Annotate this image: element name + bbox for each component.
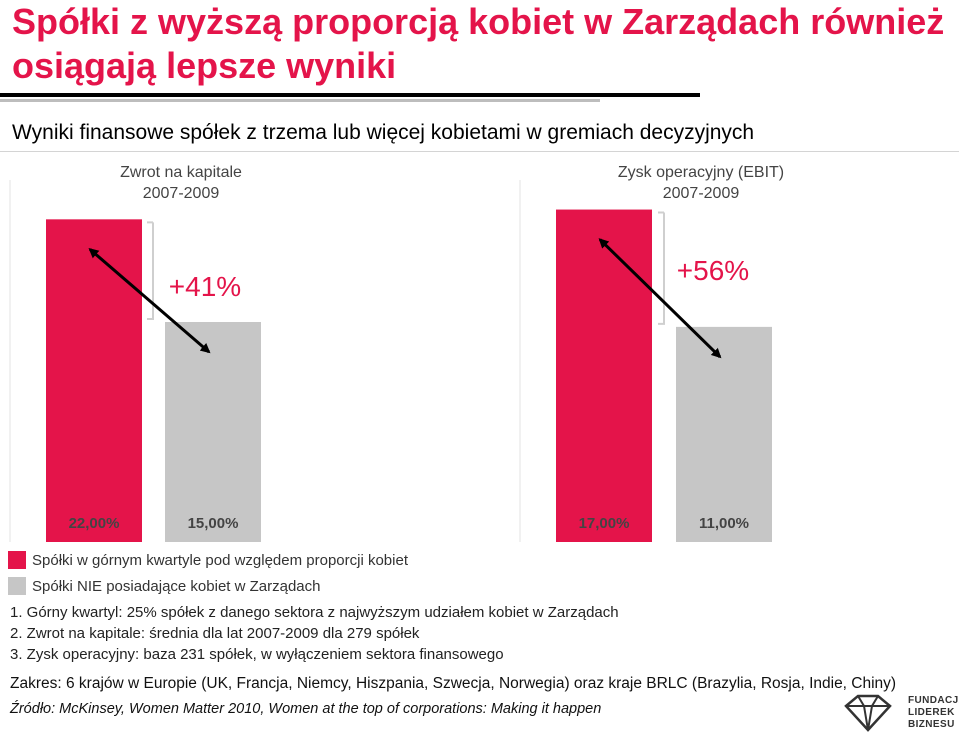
chart-roe-delta-label: +41% [169, 271, 241, 302]
logo-text-line2: LIDEREK [908, 707, 955, 718]
legend-label-no-women: Spółki NIE posiadające kobiet w Zarządac… [32, 577, 321, 595]
page-subtitle: Wyniki finansowe spółek z trzema lub wię… [12, 121, 755, 144]
chart-ebit-bar-top-quartile [556, 209, 652, 543]
chart-roe-bar-top-quartile [46, 219, 142, 542]
footnote-1: 1. Górny kwartyl: 25% spółek z danego se… [10, 604, 619, 621]
subtitle-divider [0, 151, 959, 152]
logo-text: FUNDACJA LIDEREK BIZNESU [908, 695, 959, 731]
bar-charts: Zwrot na kapitale 2007-2009 +41% 22,00% … [9, 164, 784, 543]
chart-roe-title-line2: 2007-2009 [143, 185, 220, 202]
chart-ebit-delta-arrow [598, 238, 722, 359]
legend-swatch-red [8, 551, 26, 569]
chart-roe-title-line1: Zwrot na kapitale [120, 164, 242, 181]
source-note: Źródło: McKinsey, Women Matter 2010, Wom… [10, 701, 602, 717]
legend-item-no-women: Spółki NIE posiadające kobiet w Zarządac… [8, 573, 408, 599]
legend-label-top-quartile: Spółki w górnym kwartyle pod względem pr… [32, 551, 408, 569]
chart-ebit-value-no-women: 11,00% [699, 515, 749, 532]
page-title: Spółki z wyższą proporcją kobiet w Zarzą… [12, 1, 945, 86]
footnote-2: 2. Zwrot na kapitale: średnia dla lat 20… [10, 625, 420, 642]
legend-swatch-grey [8, 577, 26, 595]
legend-item-top-quartile: Spółki w górnym kwartyle pod względem pr… [8, 547, 408, 573]
logo-text-line3: BIZNESU [908, 719, 955, 730]
title-underline [0, 93, 700, 97]
chart-ebit-delta-bracket [658, 211, 665, 325]
chart-ebit: Zysk operacyjny (EBIT) 2007-2009 +56% 17… [519, 164, 784, 543]
footnote-3: 3. Zysk operacyjny: baza 231 spółek, w w… [10, 646, 504, 663]
footnotes: 1. Górny kwartyl: 25% spółek z danego se… [10, 602, 619, 665]
chart-ebit-title-line2: 2007-2009 [663, 185, 740, 202]
chart-ebit-bar-no-women [676, 326, 772, 542]
fundacja-logo: FUNDACJA LIDEREK BIZNESU [838, 692, 959, 736]
chart-roe-value-no-women: 15,00% [188, 515, 239, 532]
chart-ebit-value-top-quartile: 17,00% [579, 515, 630, 532]
legend: Spółki w górnym kwartyle pod względem pr… [8, 547, 408, 599]
chart-roe-bar-no-women [165, 322, 261, 542]
logo-text-line1: FUNDACJA [908, 695, 959, 706]
chart-roe-delta-arrow [88, 248, 211, 354]
chart-ebit-delta-label: +56% [677, 255, 749, 286]
diamond-logo-icon [844, 694, 892, 732]
title-underline-grey [0, 99, 600, 102]
chart-ebit-title-line1: Zysk operacyjny (EBIT) [618, 164, 784, 181]
chart-roe-value-top-quartile: 22,00% [69, 515, 120, 532]
chart-roe: Zwrot na kapitale 2007-2009 +41% 22,00% … [9, 164, 261, 542]
scope-note: Zakres: 6 krajów w Europie (UK, Francja,… [10, 675, 897, 692]
